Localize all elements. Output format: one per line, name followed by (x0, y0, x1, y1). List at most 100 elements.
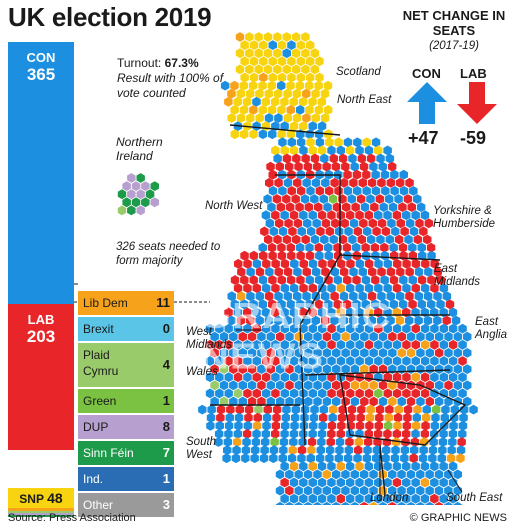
constituency-hex (320, 315, 330, 326)
constituency-hex (388, 202, 398, 212)
others-seats-value: 8 (162, 419, 170, 434)
constituency-hex (277, 40, 287, 50)
constituency-hex (210, 348, 219, 358)
constituency-hex (400, 445, 410, 455)
constituency-hex (354, 437, 363, 447)
constituency-hex (230, 275, 240, 285)
constituency-hex (322, 331, 332, 342)
constituency-hex (249, 105, 258, 115)
constituency-hex (364, 323, 374, 334)
others-seats-value: 0 (162, 321, 170, 336)
constituency-hex (289, 429, 299, 439)
constituency-hex (425, 396, 434, 407)
constituency-hex (372, 226, 381, 237)
constituency-hex (406, 396, 416, 407)
constituency-hex (286, 129, 296, 140)
others-row-ind: Ind. 1 (78, 467, 174, 491)
turnout-value: 67.3% (164, 56, 199, 70)
constituency-hex (244, 404, 254, 415)
constituency-hex (448, 429, 458, 439)
constituency-hex (417, 275, 427, 285)
constituency-hex (374, 420, 383, 431)
constituency-hex (413, 404, 422, 415)
constituency-hex (373, 429, 383, 439)
constituency-hex (283, 177, 293, 188)
constituency-hex (430, 461, 439, 472)
constituency-hex (266, 396, 275, 407)
constituency-hex (246, 113, 255, 123)
constituency-hex (349, 177, 358, 188)
constituency-hex (305, 40, 315, 50)
constituency-hex (395, 291, 405, 302)
constituency-hex (345, 493, 355, 504)
constituency-hex (252, 372, 261, 383)
constituency-hex (230, 129, 240, 140)
constituency-hex (334, 453, 344, 464)
constituency-hex (355, 493, 364, 504)
constituency-hex (402, 388, 411, 399)
constituency-hex (317, 145, 327, 156)
constituency-hex (313, 364, 322, 374)
constituency-hex (419, 445, 428, 455)
constituency-hex (463, 380, 472, 391)
constituency-hex (266, 331, 275, 342)
constituency-hex (230, 299, 240, 310)
constituency-hex (198, 404, 207, 415)
constituency-hex (279, 437, 289, 447)
constituency-hex (366, 194, 375, 204)
constituency-hex (249, 72, 259, 83)
constituency-hex (425, 331, 434, 342)
constituency-hex (294, 501, 303, 505)
constituency-hex (271, 145, 280, 156)
constituency-hex (219, 380, 229, 391)
constituency-hex (425, 364, 434, 374)
constituency-hex (315, 72, 324, 83)
constituency-hex (386, 267, 396, 277)
constituency-hex (383, 339, 392, 350)
constituency-hex (317, 96, 327, 107)
constituency-hex (264, 315, 274, 326)
seat-bar: CON 365 LAB 203 SNP 48 (8, 42, 74, 517)
constituency-hex (336, 145, 346, 156)
constituency-hex (430, 356, 439, 366)
region-label-yorkshire: Yorkshire & Humberside (433, 205, 495, 230)
constituency-hex (278, 453, 287, 464)
constituency-hex (252, 258, 262, 269)
constituency-hex (308, 429, 317, 439)
constituency-hex (368, 267, 377, 277)
constituency-hex (127, 189, 136, 200)
constituency-hex (297, 445, 307, 455)
constituency-hex (377, 267, 386, 277)
constituency-hex (249, 299, 258, 310)
constituency-hex (230, 105, 239, 115)
constituency-hex (252, 356, 261, 366)
others-row-green: Green 1 (78, 389, 174, 413)
constituency-hex (240, 275, 249, 285)
constituency-hex (308, 283, 318, 293)
constituency-hex (263, 32, 273, 42)
constituency-hex (394, 404, 403, 415)
constituency-hex (268, 250, 277, 261)
constituency-hex (238, 364, 247, 374)
constituency-hex (332, 396, 341, 407)
constituency-hex (320, 234, 329, 245)
constituency-hex (364, 372, 374, 383)
constituency-hex (421, 420, 430, 431)
constituency-hex (282, 32, 291, 42)
constituency-hex (318, 356, 327, 366)
constituency-hex (299, 493, 308, 504)
constituency-hex (289, 493, 299, 504)
constituency-hex (237, 267, 246, 277)
constituency-hex (399, 186, 409, 196)
constituency-hex (309, 412, 319, 423)
constituency-hex (453, 331, 463, 342)
constituency-hex (272, 404, 282, 415)
constituency-hex (267, 105, 277, 115)
constituency-hex (453, 501, 462, 505)
constituency-hex (343, 186, 353, 196)
constituency-hex (307, 437, 317, 447)
constituency-hex (260, 445, 269, 455)
constituency-hex (243, 307, 252, 318)
constituency-hex (313, 501, 322, 505)
constituency-hex (324, 242, 333, 253)
